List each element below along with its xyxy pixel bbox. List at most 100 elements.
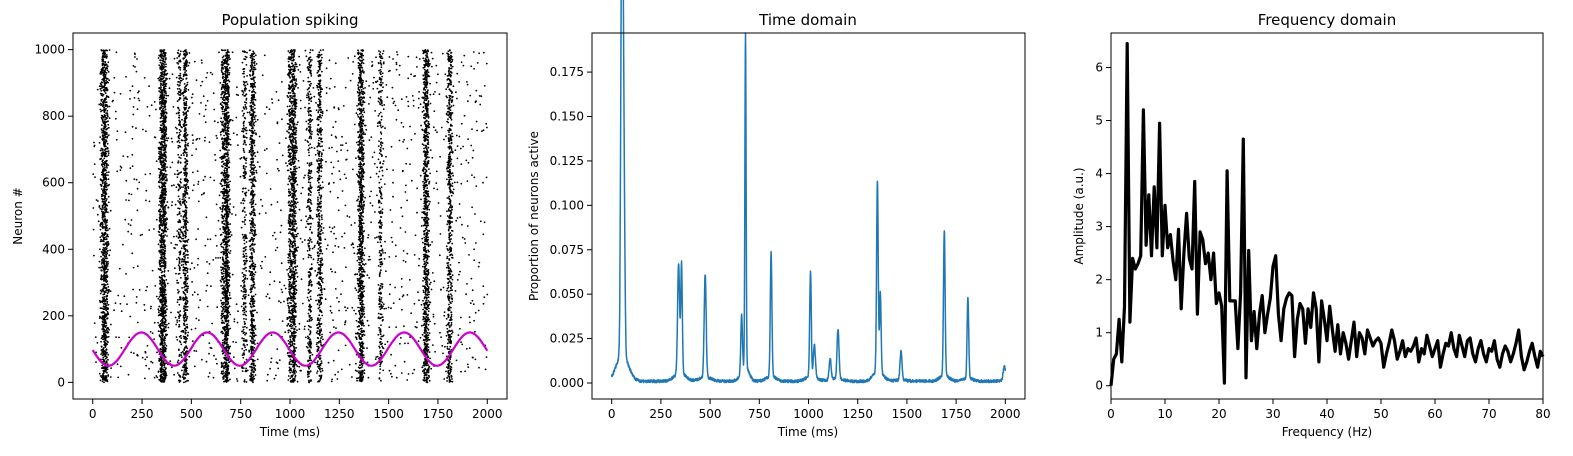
spike-point <box>225 90 228 92</box>
spike-point <box>244 187 247 190</box>
spike-point <box>101 60 104 63</box>
spike-point <box>241 93 244 96</box>
spike-point <box>99 266 102 269</box>
spike-point <box>224 152 227 155</box>
spike-point <box>103 77 106 80</box>
spike-point <box>222 113 224 115</box>
spike-point <box>101 232 104 235</box>
spike-point <box>225 280 228 283</box>
spike-point <box>99 102 102 105</box>
spike-point <box>182 193 185 195</box>
spike-point <box>159 61 162 64</box>
spike-point <box>106 380 109 383</box>
spike-point <box>223 129 226 132</box>
spike-point <box>158 276 161 278</box>
spike-point <box>163 66 166 69</box>
spike-point <box>160 298 162 301</box>
spike-point <box>181 139 184 142</box>
spike-point <box>165 63 167 66</box>
spike-point <box>105 155 108 158</box>
spike-point <box>246 237 248 240</box>
spike-point <box>246 75 249 77</box>
spike-point <box>221 315 224 318</box>
spike-point <box>101 300 104 303</box>
spike-point <box>101 154 104 157</box>
spike-point <box>242 68 245 70</box>
spike-point <box>103 185 105 188</box>
spike-point <box>228 268 230 271</box>
spike-point <box>157 330 160 332</box>
spike-point <box>102 243 105 246</box>
spike-point <box>106 244 109 246</box>
spike-point <box>254 328 257 330</box>
spike-point <box>103 263 106 265</box>
spike-point <box>228 347 230 350</box>
spike-point <box>184 177 187 180</box>
spike-point <box>220 251 223 254</box>
spike-point <box>103 250 106 253</box>
spike-point <box>100 255 102 258</box>
spike-point <box>104 321 107 323</box>
spike-point <box>242 197 245 200</box>
spike-point <box>165 173 168 176</box>
spike-point <box>104 139 107 142</box>
spike-point <box>184 298 187 301</box>
spike-point <box>160 75 163 78</box>
spike-point <box>164 266 167 269</box>
spike-point <box>245 290 247 293</box>
spike-point <box>101 120 104 123</box>
spike-point <box>103 340 106 342</box>
spike-point <box>225 282 228 284</box>
spike-point <box>101 64 104 67</box>
spike-point <box>163 339 166 342</box>
spike-point <box>179 253 182 255</box>
spike-point <box>101 323 104 326</box>
spike-point <box>226 96 229 98</box>
spike-point <box>225 178 228 181</box>
spike-point <box>164 261 167 264</box>
spike-point <box>162 115 165 118</box>
spike-point <box>107 164 110 167</box>
spike-point <box>183 52 186 55</box>
spike-point <box>183 102 186 105</box>
spike-point <box>185 104 188 107</box>
spike-point <box>162 208 165 210</box>
spike-point <box>242 83 245 86</box>
spike-point <box>185 138 188 141</box>
spike-point <box>224 366 227 368</box>
spike-point <box>161 92 163 94</box>
spike-point <box>102 335 105 338</box>
spike-point <box>243 255 246 258</box>
spike-point <box>162 98 165 100</box>
spike-point <box>177 146 180 149</box>
spike-point <box>107 171 110 174</box>
spike-point <box>103 273 106 276</box>
spike-point <box>185 171 188 174</box>
spike-point <box>160 257 163 260</box>
spike-point <box>179 53 182 55</box>
spike-point <box>102 278 105 281</box>
spike-point <box>224 229 227 232</box>
spike-point <box>106 300 109 303</box>
spike-point <box>104 103 107 106</box>
spike-point <box>164 85 167 88</box>
spike-point <box>186 268 189 270</box>
spike-point <box>160 113 163 115</box>
spike-point <box>104 63 106 66</box>
spike-point <box>159 291 162 294</box>
spike-point <box>229 223 232 225</box>
spike-point <box>222 90 225 93</box>
spike-point <box>165 97 168 100</box>
spike-point <box>185 209 188 212</box>
spike-point <box>184 257 187 259</box>
spike-point <box>220 312 223 315</box>
spike-point <box>179 267 182 269</box>
spike-point <box>107 126 110 129</box>
spike-point <box>162 166 165 169</box>
spike-point <box>245 241 248 243</box>
spike-point <box>163 374 165 377</box>
spike-point <box>227 91 230 94</box>
spike-point <box>177 139 180 142</box>
spike-point <box>244 339 247 341</box>
spike-point <box>226 245 229 248</box>
